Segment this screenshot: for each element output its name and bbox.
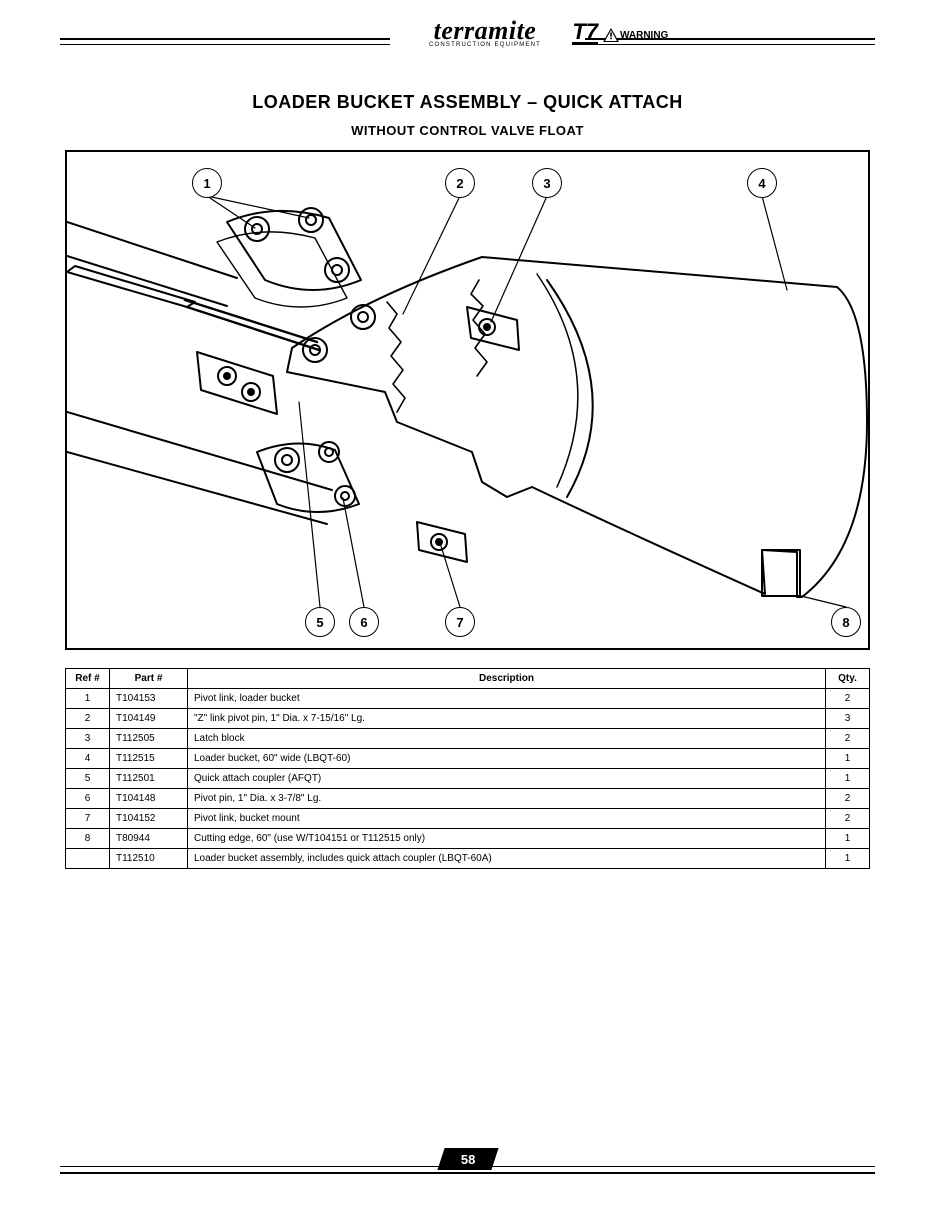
brand-subtitle: CONSTRUCTION EQUIPMENT: [400, 42, 570, 48]
diagram-svg: [67, 152, 870, 650]
cell-part: T104153: [110, 689, 188, 709]
page-header: terramite CONSTRUCTION EQUIPMENT T7 WARN…: [60, 24, 875, 82]
cell-ref: 4: [66, 749, 110, 769]
warning-icon: [603, 28, 619, 42]
col-part: Part #: [110, 669, 188, 689]
brand-logo: terramite CONSTRUCTION EQUIPMENT T7: [400, 18, 570, 68]
cell-qty: 1: [826, 829, 870, 849]
cell-qty: 1: [826, 749, 870, 769]
cell-ref: [66, 849, 110, 869]
cell-qty: 2: [826, 809, 870, 829]
table-row: 3T112505Latch block2: [66, 729, 870, 749]
cell-desc: "Z" link pivot pin, 1" Dia. x 7-15/16" L…: [188, 709, 826, 729]
cell-part: T112515: [110, 749, 188, 769]
cell-desc: Loader bucket, 60" wide (LBQT-60): [188, 749, 826, 769]
page-number-badge: 58: [437, 1148, 498, 1170]
table-row: 7T104152Pivot link, bucket mount2: [66, 809, 870, 829]
callout-5: 5: [305, 607, 335, 637]
cell-part: T104152: [110, 809, 188, 829]
parts-table: Ref # Part # Description Qty. 1T104153Pi…: [65, 668, 870, 869]
cell-desc: Pivot link, bucket mount: [188, 809, 826, 829]
table-row: 6T104148Pivot pin, 1" Dia. x 3-7/8" Lg.2: [66, 789, 870, 809]
cell-qty: 2: [826, 729, 870, 749]
table-row: 2T104149"Z" link pivot pin, 1" Dia. x 7-…: [66, 709, 870, 729]
cell-desc: Pivot pin, 1" Dia. x 3-7/8" Lg.: [188, 789, 826, 809]
cell-qty: 1: [826, 769, 870, 789]
cell-ref: 7: [66, 809, 110, 829]
cell-part: T112505: [110, 729, 188, 749]
table-row: 1T104153Pivot link, loader bucket2: [66, 689, 870, 709]
callout-4: 4: [747, 168, 777, 198]
cell-part: T80944: [110, 829, 188, 849]
table-row: 4T112515Loader bucket, 60" wide (LBQT-60…: [66, 749, 870, 769]
page-number: 58: [460, 1152, 474, 1167]
cell-desc: Latch block: [188, 729, 826, 749]
callout-7: 7: [445, 607, 475, 637]
cell-ref: 2: [66, 709, 110, 729]
cell-ref: 8: [66, 829, 110, 849]
col-desc: Description: [188, 669, 826, 689]
cell-qty: 1: [826, 849, 870, 869]
callout-6: 6: [349, 607, 379, 637]
section-subtitle: WITHOUT CONTROL VALVE FLOAT: [60, 123, 875, 138]
page-footer: 58: [60, 1144, 875, 1180]
model-badge: T7: [572, 22, 598, 45]
callout-1: 1: [192, 168, 222, 198]
cell-part: T112501: [110, 769, 188, 789]
brand-script: terramite: [400, 18, 570, 44]
warning-label: WARNING: [620, 30, 668, 41]
cell-desc: Cutting edge, 60" (use W/T104151 or T112…: [188, 829, 826, 849]
cell-ref: 5: [66, 769, 110, 789]
cell-qty: 2: [826, 689, 870, 709]
callout-3: 3: [532, 168, 562, 198]
table-row: T112510Loader bucket assembly, includes …: [66, 849, 870, 869]
callout-2: 2: [445, 168, 475, 198]
callout-8: 8: [831, 607, 861, 637]
cell-desc: Quick attach coupler (AFQT): [188, 769, 826, 789]
cell-desc: Loader bucket assembly, includes quick a…: [188, 849, 826, 869]
cell-desc: Pivot link, loader bucket: [188, 689, 826, 709]
cell-part: T104148: [110, 789, 188, 809]
col-ref: Ref #: [66, 669, 110, 689]
exploded-diagram: 1 2 3 4 5 6 7 8: [65, 150, 870, 650]
cell-qty: 3: [826, 709, 870, 729]
section-title: LOADER BUCKET ASSEMBLY – QUICK ATTACH: [60, 92, 875, 113]
cell-ref: 3: [66, 729, 110, 749]
table-header-row: Ref # Part # Description Qty.: [66, 669, 870, 689]
cell-part: T112510: [110, 849, 188, 869]
cell-ref: 6: [66, 789, 110, 809]
table-row: 8T80944Cutting edge, 60" (use W/T104151 …: [66, 829, 870, 849]
cell-ref: 1: [66, 689, 110, 709]
cell-qty: 2: [826, 789, 870, 809]
col-qty: Qty.: [826, 669, 870, 689]
table-row: 5T112501Quick attach coupler (AFQT)1: [66, 769, 870, 789]
cell-part: T104149: [110, 709, 188, 729]
